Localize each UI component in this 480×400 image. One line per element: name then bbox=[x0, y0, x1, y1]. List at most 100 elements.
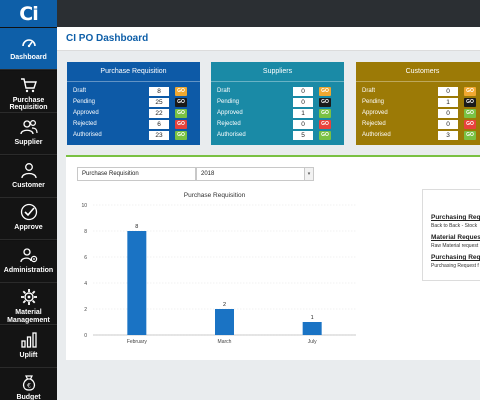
status-count: 8 bbox=[149, 87, 169, 96]
status-label: Pending bbox=[73, 99, 96, 105]
request-entry-title[interactable]: Purchasing Requi bbox=[431, 214, 480, 221]
status-label: Draft bbox=[73, 88, 87, 94]
status-count: 0 bbox=[438, 87, 458, 96]
request-entry-subtitle: Raw Material request bbox=[431, 243, 479, 249]
go-button[interactable]: GO bbox=[175, 87, 187, 96]
status-count: 1 bbox=[438, 98, 458, 107]
status-label: Rejected bbox=[217, 121, 241, 127]
status-label: Rejected bbox=[362, 121, 386, 127]
request-entry[interactable]: Purchasing Requi Back to Back - Stock bbox=[431, 214, 480, 229]
gear-icon bbox=[20, 289, 37, 305]
chart-panel: Purchase Requisition ▾ 2018 ▾ Purchase R… bbox=[66, 155, 480, 360]
data-label: 2 bbox=[223, 302, 226, 308]
status-row: Draft 0 GO bbox=[356, 86, 480, 97]
sidebar-item-approve[interactable]: Approve bbox=[0, 198, 57, 240]
request-entry-title[interactable]: Purchasing Requi bbox=[431, 254, 480, 261]
go-button[interactable]: GO bbox=[464, 87, 476, 96]
sidebar-item-customer[interactable]: Customer bbox=[0, 155, 57, 198]
status-row: Rejected 0 GO bbox=[356, 119, 480, 130]
go-button[interactable]: GO bbox=[175, 98, 187, 107]
go-button[interactable]: GO bbox=[319, 131, 331, 140]
go-button[interactable]: GO bbox=[175, 131, 187, 140]
status-count: 1 bbox=[293, 109, 313, 118]
app-logo[interactable]: Ci bbox=[0, 0, 57, 27]
type-select-value: Purchase Requisition bbox=[82, 171, 139, 177]
status-row: Pending 1 GO bbox=[356, 97, 480, 108]
go-button[interactable]: GO bbox=[464, 120, 476, 129]
go-button[interactable]: GO bbox=[319, 109, 331, 118]
go-button[interactable]: GO bbox=[464, 131, 476, 140]
status-label: Authorised bbox=[73, 132, 102, 138]
year-select-value: 2018 bbox=[201, 171, 215, 177]
type-select[interactable]: Purchase Requisition ▾ bbox=[77, 167, 205, 181]
status-row: Draft 8 GO bbox=[67, 86, 200, 97]
go-button[interactable]: GO bbox=[319, 120, 331, 129]
sidebar-item-label: Dashboard bbox=[10, 54, 47, 61]
y-tick-label: 0 bbox=[84, 333, 87, 339]
go-button[interactable]: GO bbox=[175, 120, 187, 129]
status-count: 0 bbox=[438, 120, 458, 129]
page-background bbox=[57, 368, 480, 400]
data-label: 8 bbox=[135, 224, 138, 230]
status-row: Rejected 6 GO bbox=[67, 119, 200, 130]
status-row: Rejected 0 GO bbox=[211, 119, 344, 130]
sidebar: Ci Dashboard Purchase Requisition Supplier… bbox=[0, 0, 57, 400]
page-title: CI PO Dashboard bbox=[66, 33, 149, 44]
status-row: Approved 22 GO bbox=[67, 108, 200, 119]
status-label: Approved bbox=[73, 110, 99, 116]
status-label: Approved bbox=[217, 110, 243, 116]
go-button[interactable]: GO bbox=[319, 98, 331, 107]
sidebar-item-uplift[interactable]: Uplift bbox=[0, 325, 57, 368]
status-label: Draft bbox=[362, 88, 376, 94]
summary-card-purchase-requisition: Purchase Requisition Draft 8 GO Pending 25 GO A… bbox=[67, 62, 200, 145]
year-select[interactable]: 2018 ▾ bbox=[196, 167, 314, 181]
money-bag-icon: € bbox=[22, 375, 35, 391]
data-label: 1 bbox=[311, 315, 314, 321]
request-entry-subtitle: Back to Back - Stock bbox=[431, 223, 478, 229]
status-count: 6 bbox=[149, 120, 169, 129]
y-tick-label: 4 bbox=[84, 281, 87, 287]
sidebar-item-label: Approve bbox=[14, 224, 43, 231]
status-label: Rejected bbox=[73, 121, 97, 127]
go-button[interactable]: GO bbox=[464, 109, 476, 118]
status-row: Approved 0 GO bbox=[356, 108, 480, 119]
recent-requests-list: Purchasing Requi Back to Back - Stock Mate… bbox=[422, 189, 480, 281]
cart-icon bbox=[20, 77, 37, 92]
top-bar bbox=[57, 0, 480, 27]
sidebar-item-supplier[interactable]: Supplier bbox=[0, 113, 57, 155]
sidebar-item-label: Budget bbox=[16, 394, 41, 400]
y-tick-label: 2 bbox=[84, 307, 87, 313]
status-count: 0 bbox=[438, 109, 458, 118]
logo-text: Ci bbox=[19, 2, 38, 25]
sidebar-item-dashboard[interactable]: Dashboard bbox=[0, 28, 57, 70]
status-row: Authorised 23 GO bbox=[67, 130, 200, 141]
request-entry[interactable]: Material Request Raw Material request bbox=[431, 234, 480, 249]
x-tick-label: July bbox=[308, 339, 317, 345]
y-tick-label: 6 bbox=[84, 255, 87, 261]
bar-chart-icon bbox=[20, 331, 37, 348]
sidebar-item-administration[interactable]: Administration bbox=[0, 240, 57, 283]
check-circle-icon bbox=[20, 203, 37, 221]
status-label: Draft bbox=[217, 88, 231, 94]
go-button[interactable]: GO bbox=[464, 98, 476, 107]
chart-title: Purchase Requisition bbox=[184, 192, 246, 199]
svg-text:€: € bbox=[27, 383, 31, 390]
status-count: 5 bbox=[293, 131, 313, 140]
status-row: Approved 1 GO bbox=[211, 108, 344, 119]
sidebar-item-material-management[interactable]: Material Management bbox=[0, 283, 57, 325]
go-button[interactable]: GO bbox=[175, 109, 187, 118]
request-entry-title[interactable]: Material Request bbox=[431, 234, 480, 241]
y-tick-label: 10 bbox=[81, 203, 87, 209]
status-row: Pending 25 GO bbox=[67, 97, 200, 108]
x-tick-label: March bbox=[218, 339, 232, 345]
status-count: 3 bbox=[438, 131, 458, 140]
request-entry[interactable]: Purchasing Requi Purchasing Request f bbox=[431, 254, 480, 269]
status-count: 25 bbox=[149, 98, 169, 107]
sidebar-item-budget[interactable]: € Budget bbox=[0, 368, 57, 400]
go-button[interactable]: GO bbox=[319, 87, 331, 96]
status-label: Authorised bbox=[217, 132, 246, 138]
sidebar-item-purchase-requisition[interactable]: Purchase Requisition bbox=[0, 70, 57, 113]
y-tick-label: 8 bbox=[84, 229, 87, 235]
gear-user-icon bbox=[19, 247, 37, 262]
users-icon bbox=[19, 119, 38, 135]
